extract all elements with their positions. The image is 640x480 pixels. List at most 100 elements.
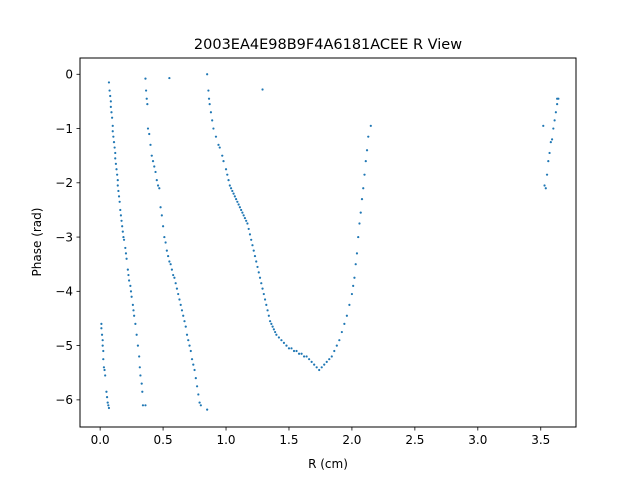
data-point (354, 263, 357, 266)
data-point (360, 197, 364, 201)
data-point (168, 76, 171, 80)
data-point (285, 344, 288, 347)
data-point (340, 330, 343, 334)
data-point (198, 401, 201, 404)
data-point (103, 368, 106, 372)
data-point (105, 390, 108, 393)
data-point (122, 238, 126, 241)
data-point (154, 170, 157, 174)
data-point (102, 366, 106, 369)
data-point (275, 333, 278, 336)
data-point (136, 344, 140, 347)
x-axis-title: R (cm) (308, 457, 348, 471)
data-point (357, 235, 360, 239)
data-point (237, 203, 240, 206)
data-point (107, 404, 110, 407)
data-point (214, 135, 218, 138)
data-point (178, 298, 181, 301)
data-point (265, 303, 268, 306)
data-point (197, 393, 200, 396)
data-points (100, 73, 560, 411)
x-tick-label: 3.5 (531, 433, 550, 447)
chart-title: 2003EA4E98B9F4A6181ACEE R View (194, 37, 462, 53)
data-point (116, 179, 119, 182)
data-point (106, 401, 109, 404)
data-point (139, 374, 142, 377)
data-point (548, 151, 551, 155)
data-point (207, 97, 211, 100)
data-point (151, 160, 155, 163)
data-point (125, 257, 128, 260)
x-axis-ticks: 0.0 0.5 1.0 1.5 2.0 2.5 3.0 3.5 (91, 427, 550, 447)
data-point (199, 404, 202, 407)
x-tick-label: 0.5 (154, 433, 173, 447)
data-point (367, 135, 370, 138)
data-point (158, 187, 161, 190)
data-point (124, 246, 127, 250)
data-point (335, 344, 338, 347)
data-point (277, 336, 280, 339)
data-point (193, 368, 196, 372)
data-point (144, 404, 147, 407)
data-point (552, 127, 555, 130)
y-tick-label: −4 (55, 285, 73, 299)
data-point (100, 327, 103, 330)
data-point (543, 184, 546, 187)
data-point (318, 368, 321, 372)
data-point (183, 320, 186, 323)
data-point (164, 241, 167, 244)
data-point (544, 187, 547, 190)
data-point (100, 333, 104, 336)
data-point (242, 214, 245, 217)
data-point (554, 111, 557, 114)
data-point (343, 322, 346, 325)
data-point (557, 97, 560, 100)
x-tick-label: 3.0 (468, 433, 487, 447)
data-point (350, 292, 354, 296)
data-point (211, 119, 214, 122)
data-point (363, 173, 366, 176)
data-point (102, 349, 105, 353)
data-point (207, 89, 210, 92)
data-point (232, 192, 235, 195)
data-point (257, 271, 260, 274)
data-point (114, 162, 117, 165)
data-point (549, 141, 552, 144)
y-tick-label: −3 (55, 230, 73, 244)
data-point (138, 366, 141, 369)
data-point (129, 290, 133, 293)
data-point (233, 195, 236, 198)
data-point (112, 135, 115, 138)
data-point (126, 268, 129, 271)
data-point (170, 268, 173, 271)
data-point (107, 81, 111, 84)
data-point (149, 143, 152, 146)
data-point (206, 408, 209, 411)
data-point (109, 100, 112, 103)
data-point (212, 127, 215, 130)
data-point (185, 333, 189, 336)
data-point (261, 287, 264, 290)
data-point (146, 127, 150, 130)
data-point (172, 273, 175, 277)
data-point (295, 349, 298, 353)
data-point (226, 173, 229, 176)
data-point (148, 132, 151, 136)
data-point (229, 187, 233, 190)
data-point (271, 325, 274, 328)
data-point (189, 349, 192, 353)
data-point (174, 282, 177, 285)
data-point (121, 230, 124, 233)
data-point (124, 252, 128, 255)
data-point (208, 103, 211, 106)
data-point (194, 377, 197, 380)
data-point (113, 146, 116, 149)
data-point (268, 320, 272, 323)
data-point (129, 284, 132, 288)
data-point (330, 355, 333, 358)
data-point (155, 179, 158, 182)
y-tick-label: −5 (55, 339, 73, 353)
data-point (115, 168, 118, 171)
data-point (190, 358, 194, 361)
